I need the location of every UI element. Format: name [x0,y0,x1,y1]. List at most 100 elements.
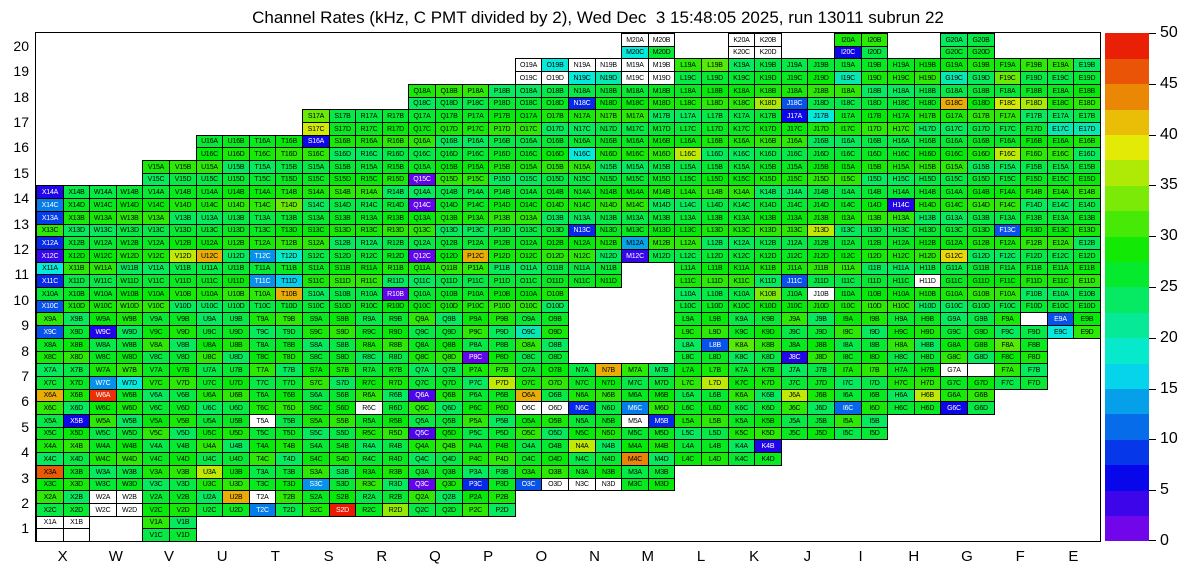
channel-cell: S17A [302,109,330,123]
channel-cell: E14B [1073,185,1100,199]
channel-cell: N17A [568,109,596,123]
channel-cell: G10B [967,287,995,301]
channel-cell: K19C [728,71,755,85]
channel-cell: Q10B [435,287,463,301]
channel-cell: U11D [222,274,250,288]
channel-cell: G11C [940,274,968,288]
channel-cell: N3B [595,465,622,479]
channel-cell: Q14D [435,198,463,212]
channel-cell: G6C [940,401,968,415]
channel-cell: K7B [754,363,782,377]
channel-cell: S14A [302,185,330,199]
channel-cell: L4D [701,452,729,466]
channel-cell: L16D [701,147,729,161]
x-axis-label: Q [429,548,441,565]
channel-cell: V11C [142,274,170,288]
channel-cell: E12C [1047,249,1074,263]
channel-cell: T2C [249,503,276,517]
channel-cell: R12B [382,236,409,250]
channel-cell: N19D [595,71,622,85]
channel-cell: K14D [754,198,782,212]
channel-cell: V13B [169,211,197,225]
channel-cell: K17C [728,122,755,136]
channel-cell: K8A [728,338,755,352]
channel-cell: W14A [89,185,117,199]
channel-cell: F12B [1020,236,1048,250]
channel-cell: J17B [807,109,835,123]
colorbar-tick [1149,83,1156,85]
channel-cell: F7D [1020,376,1048,390]
channel-cell: I13B [861,211,888,225]
channel-cell: F8A [994,338,1021,352]
x-axis-label: V [163,548,174,565]
channel-cell: J15B [807,160,835,174]
channel-cell: W3B [116,465,143,479]
channel-cell: Q2A [408,490,436,504]
channel-cell: M4D [648,452,675,466]
channel-cell: W4D [116,452,143,466]
channel-cell: O12D [541,249,569,263]
channel-cell: N12B [595,236,622,250]
channel-cell: I14A [834,185,862,199]
channel-cell: T14D [275,198,303,212]
channel-cell: Q8A [408,338,436,352]
channel-cell: U15A [196,160,223,174]
channel-cell: G12D [967,249,995,263]
colorbar-band [1105,236,1149,263]
channel-cell: Q2C [408,503,436,517]
channel-cell: H17D [914,122,941,136]
channel-cell: K14A [728,185,755,199]
channel-cell: K7D [754,376,782,390]
channel-cell: X4C [36,452,64,466]
channel-cell: G7A [940,363,968,377]
channel-cell: F18A [994,84,1021,98]
channel-cell: I9D [861,325,888,339]
channel-cell: E9D [1073,325,1100,339]
colorbar-tick-label: 0 [1160,532,1169,549]
channel-cell: E19A [1047,58,1074,72]
channel-cell: M17B [648,109,675,123]
channel-cell: L7A [674,363,702,377]
channel-cell: M16C [621,147,649,161]
channel-cell: W11D [116,274,143,288]
channel-cell: L4C [674,452,702,466]
channel-cell: G20B [967,33,995,47]
channel-cell: M19D [648,71,675,85]
channel-cell: Q15A [408,160,436,174]
channel-cell: S4C [302,452,330,466]
channel-cell: H11C [887,274,915,288]
channel-cell: R15A [355,160,383,174]
channel-cell: E17B [1073,109,1100,123]
channel-cell: H19A [887,58,915,72]
channel-cell: O3B [541,465,569,479]
channel-cell: F19C [994,71,1021,85]
channel-cell: N4B [595,439,622,453]
channel-cell: O5B [541,414,569,428]
channel-cell: M7C [621,376,649,390]
channel-cell: X4A [36,439,64,453]
channel-cell: S14D [329,198,356,212]
colorbar-tick-label: 10 [1160,430,1178,448]
channel-cell: J5A [781,414,808,428]
channel-cell: T9C [249,325,276,339]
channel-cell: I6D [861,401,888,415]
channel-cell: R7B [382,363,409,377]
channel-cell: L17C [674,122,702,136]
channel-cell: N19B [595,58,622,72]
channel-cell: P14C [462,198,489,212]
channel-cell: E15A [1047,160,1074,174]
channel-cell: S6C [302,401,330,415]
channel-cell: T7C [249,376,276,390]
channel-cell: O3A [515,465,542,479]
channel-cell: Q3B [435,465,463,479]
channel-cell: K14C [728,198,755,212]
channel-cell: X10B [63,287,90,301]
channel-cell: M5A [621,414,649,428]
channel-cell: L7C [674,376,702,390]
channel-cell: F14B [1020,185,1048,199]
channel-cell: T16D [275,147,303,161]
channel-cell: R12A [355,236,383,250]
channel-cell: K16D [754,147,782,161]
channel-cell: V9A [142,312,170,326]
channel-cell: U9A [196,312,223,326]
